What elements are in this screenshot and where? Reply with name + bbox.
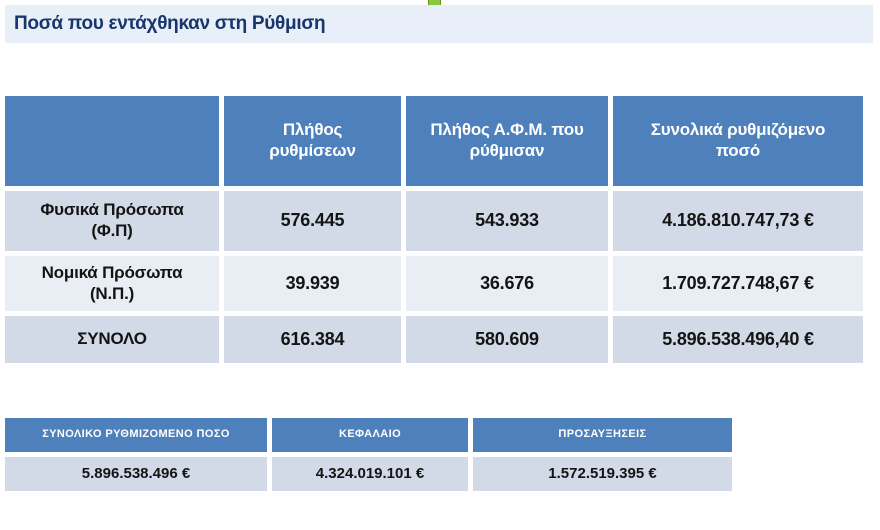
cell-total-count-regulations: 616.384 xyxy=(224,316,401,363)
cell-np-total-amount: 1.709.727.748,67 € xyxy=(613,256,863,311)
cell-fp-total-amount: 4.186.810.747,73 € xyxy=(613,191,863,251)
page-title: Ποσά που εντάχθηκαν στη Ρύθμιση xyxy=(14,13,326,34)
title-bar: Ποσά που εντάχθηκαν στη Ρύθμιση xyxy=(5,5,873,43)
summary-header-surcharges: ΠΡΟΣΑΥΞΗΣΕΙΣ xyxy=(473,418,732,452)
main-header-empty xyxy=(5,96,219,186)
main-header-count-regulations: Πλήθος ρυθμίσεων xyxy=(224,96,401,186)
main-header-total-amount: Συνολικά ρυθμιζόμενο ποσό xyxy=(613,96,863,186)
main-table: Πλήθος ρυθμίσεων Πλήθος Α.Φ.Μ. που ρύθμι… xyxy=(5,96,863,363)
cell-np-count-regulations: 39.939 xyxy=(224,256,401,311)
cell-fp-count-afm: 543.933 xyxy=(406,191,608,251)
row-label-physical-persons: Φυσικά Πρόσωπα (Φ.Π) xyxy=(5,191,219,251)
summary-header-capital: ΚΕΦΑΛΑΙΟ xyxy=(272,418,468,452)
cell-fp-count-regulations: 576.445 xyxy=(224,191,401,251)
cell-total-count-afm: 580.609 xyxy=(406,316,608,363)
summary-table: ΣΥΝΟΛΙΚΟ ΡΥΘΜΙΖΟΜΕΝΟ ΠΟΣΟ ΚΕΦΑΛΑΙΟ ΠΡΟΣΑ… xyxy=(5,418,732,491)
summary-value-capital: 4.324.019.101 € xyxy=(272,457,468,491)
cell-total-total-amount: 5.896.538.496,40 € xyxy=(613,316,863,363)
summary-header-total-regulated: ΣΥΝΟΛΙΚΟ ΡΥΘΜΙΖΟΜΕΝΟ ΠΟΣΟ xyxy=(5,418,267,452)
main-header-count-afm: Πλήθος Α.Φ.Μ. που ρύθμισαν xyxy=(406,96,608,186)
summary-value-surcharges: 1.572.519.395 € xyxy=(473,457,732,491)
row-label-legal-persons: Νομικά Πρόσωπα (Ν.Π.) xyxy=(5,256,219,311)
row-label-total: ΣΥΝΟΛΟ xyxy=(5,316,219,363)
cell-np-count-afm: 36.676 xyxy=(406,256,608,311)
summary-value-total-regulated: 5.896.538.496 € xyxy=(5,457,267,491)
